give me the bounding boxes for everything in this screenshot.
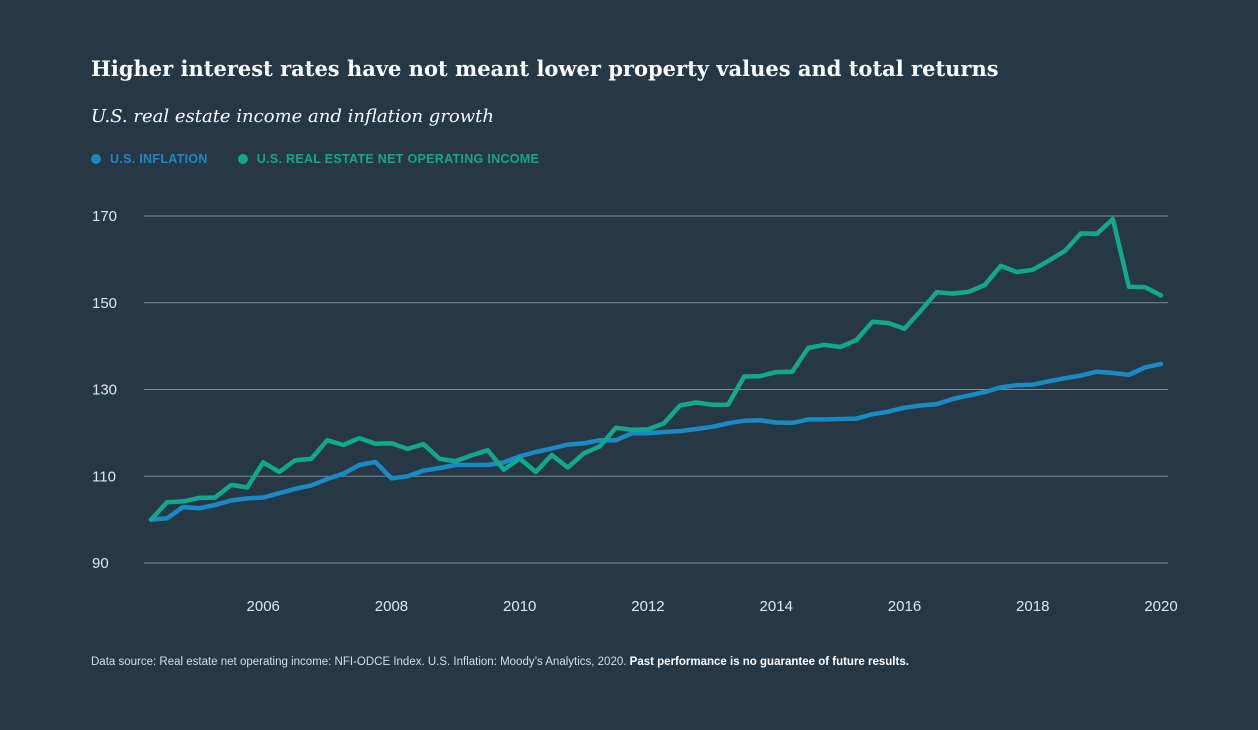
x-tick-label: 2008 (375, 598, 408, 615)
chart-title: Higher interest rates have not meant low… (91, 56, 999, 81)
line-chart: 90 110 130 150 170 2006 2008 2010 2012 2014 2016 20… (92, 208, 1178, 615)
series-line-inflation (148, 361, 1164, 522)
legend-label-noi: U.S. REAL ESTATE NET OPERATING INCOME (256, 152, 540, 166)
legend-marker-noi (237, 154, 248, 164)
y-tick-label: 110 (92, 468, 116, 485)
x-tick-label: 2006 (247, 598, 280, 615)
x-tick-label: 2020 (1144, 598, 1177, 615)
y-tick-label: 170 (92, 208, 117, 225)
x-tick-label: 2012 (631, 598, 664, 615)
legend-item-inflation: U.S. INFLATION (91, 152, 208, 166)
chart-subtitle: U.S. real estate income and inflation gr… (91, 106, 495, 127)
footnote-disclaimer: Past performance is no guarantee of futu… (629, 656, 909, 668)
series-line-noi (148, 216, 1164, 522)
footnote: Data source: Real estate net operating i… (91, 656, 909, 668)
legend-item-noi: U.S. REAL ESTATE NET OPERATING INCOME (237, 152, 540, 166)
y-tick-label: 130 (92, 382, 117, 399)
y-tick-label: 150 (92, 295, 117, 312)
x-tick-label: 2018 (1016, 598, 1049, 615)
x-tick-label: 2010 (503, 598, 536, 615)
legend: U.S. INFLATION U.S. REAL ESTATE NET OPER… (91, 152, 569, 166)
x-tick-label: 2014 (760, 598, 793, 615)
legend-label-inflation: U.S. INFLATION (110, 152, 208, 166)
footnote-source: Data source: Real estate net operating i… (91, 656, 627, 668)
y-tick-label: 90 (92, 555, 109, 572)
legend-marker-inflation (91, 154, 101, 164)
x-tick-label: 2016 (888, 598, 921, 615)
